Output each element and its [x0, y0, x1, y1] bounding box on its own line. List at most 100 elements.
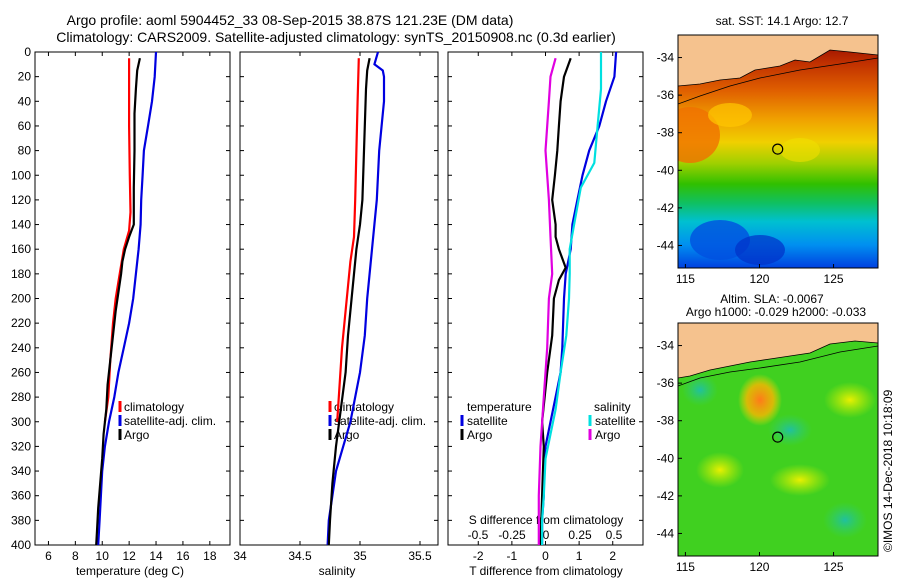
- depth-tick-label: 200: [11, 292, 31, 306]
- depth-tick-label: 380: [11, 513, 31, 527]
- depth-tick-label: 140: [11, 218, 31, 232]
- land-mass: [678, 323, 878, 379]
- sla-lat-tick-label: -34: [657, 339, 675, 353]
- sla-low-patch: [682, 374, 718, 406]
- salinity-x-tick-label: 35.5: [408, 549, 432, 563]
- salinity-series-argo: [327, 57, 371, 546]
- difference-x-tick-label: 1: [576, 549, 583, 563]
- sla-lat-tick-label: -44: [657, 526, 675, 540]
- title-line-1: Argo profile: aoml 5904452_33 08-Sep-201…: [67, 12, 514, 28]
- salinity-x-tick-label: 34: [233, 549, 247, 563]
- depth-tick-label: 360: [11, 489, 31, 503]
- salinity-x-label: salinity: [319, 564, 356, 578]
- sst-map-title: sat. SST: 14.1 Argo: 12.7: [716, 14, 849, 28]
- imos-credit: ©IMOS 14-Dec-2018 10:18:09: [881, 389, 895, 552]
- difference-legend: temperature satellite Argo salinity sate…: [460, 400, 636, 442]
- sla-lat-tick-label: -36: [657, 376, 675, 390]
- depth-tick-label: 400: [11, 538, 31, 552]
- sst-warm-patch: [678, 107, 720, 163]
- sst-lon-tick-label: 120: [749, 272, 769, 286]
- sla-lon-tick-label: 125: [824, 560, 844, 574]
- depth-tick-label: 240: [11, 341, 31, 355]
- difference-x-label: T difference from climatology: [469, 564, 623, 578]
- difference-panel: T difference from climatology S differen…: [447, 51, 644, 578]
- sla-low-patch: [823, 502, 867, 538]
- sla-lon-tick-label: 115: [676, 560, 695, 574]
- difference-x-tick-label: 2: [609, 549, 616, 563]
- s-tick-label: 0.25: [568, 528, 592, 542]
- sst-cold-patch: [735, 235, 785, 265]
- depth-tick-label: 320: [11, 439, 31, 453]
- depth-tick-label: 260: [11, 365, 31, 379]
- depth-tick-label: 60: [18, 119, 32, 133]
- temperature-x-tick-label: 6: [45, 549, 52, 563]
- depth-tick-label: 120: [11, 193, 31, 207]
- temperature-x-label: temperature (deg C): [76, 564, 184, 578]
- temperature-panel: temperature (deg C) climatology satellit…: [11, 45, 231, 578]
- sla-patch: [696, 452, 744, 488]
- depth-tick-label: 40: [18, 94, 32, 108]
- sst-warm-patch: [780, 138, 820, 162]
- sla-lat-tick-label: -40: [657, 451, 675, 465]
- sst-lat-tick-label: -44: [657, 238, 675, 252]
- temperature-x-tick-label: 12: [122, 549, 136, 563]
- depth-tick-label: 280: [11, 390, 31, 404]
- sst-lat-tick-label: -38: [657, 126, 675, 140]
- sst-map-frame: [677, 34, 879, 269]
- temperature-series-argo: [95, 57, 141, 546]
- sla-map-frame: [677, 322, 879, 557]
- title-line-2: Climatology: CARS2009. Satellite-adjuste…: [56, 29, 616, 45]
- depth-tick-label: 100: [11, 168, 31, 182]
- legend-t-satellite-label: satellite: [467, 414, 508, 428]
- legend-s-satellite-label: satellite: [595, 414, 636, 428]
- argo-location-marker: [772, 431, 784, 443]
- salinity-x-tick-label: 34.5: [288, 549, 312, 563]
- temperature-x-tick-label: 14: [149, 549, 163, 563]
- temperature-x-tick-label: 8: [72, 549, 79, 563]
- land-mass: [678, 35, 878, 87]
- legend-climatology-label: climatology: [334, 400, 394, 414]
- s-tick-label: 0.5: [606, 528, 623, 542]
- legend-t-argo-label: Argo: [467, 428, 493, 442]
- depth-tick-label: 340: [11, 464, 31, 478]
- temperature-x-tick-label: 18: [203, 549, 217, 563]
- sst-warm-patch: [708, 103, 752, 127]
- temperature-series-satellite-adj-clim-: [97, 51, 158, 546]
- difference-series-s-argo: [537, 57, 557, 545]
- bathymetry-contour: [678, 57, 878, 105]
- sla-lon-tick-label: 120: [749, 560, 769, 574]
- depth-tick-label: 300: [11, 415, 31, 429]
- salinity-series-satellite-adj-clim-: [326, 51, 386, 546]
- temperature-legend: climatology satellite-adj. clim. Argo: [118, 400, 216, 442]
- sst-lat-tick-label: -34: [657, 51, 675, 65]
- legend-climatology-label: climatology: [124, 400, 184, 414]
- s-difference-ticks: -0.5 -0.25 0 0.25 0.5: [468, 528, 623, 542]
- sst-lat-tick-label: -40: [657, 163, 675, 177]
- legend-temperature-title: temperature: [467, 400, 532, 414]
- difference-x-tick-label: -1: [507, 549, 518, 563]
- sla-lat-tick-label: -38: [657, 414, 675, 428]
- depth-tick-label: 80: [18, 144, 32, 158]
- bathymetry-contour: [678, 345, 878, 387]
- depth-tick-label: 20: [18, 70, 32, 84]
- depth-tick-label: 0: [24, 45, 31, 59]
- legend-salinity-title: salinity: [594, 400, 631, 414]
- salinity-plot-frame: [239, 51, 439, 546]
- legend-argo-label: Argo: [124, 428, 150, 442]
- sla-map-field: [678, 323, 878, 556]
- legend-satellite-label: satellite-adj. clim.: [334, 414, 426, 428]
- difference-series-s-satellite: [540, 52, 603, 545]
- sla-map-title-1: Altim. SLA: -0.0067: [720, 292, 824, 306]
- argo-location-marker: [772, 143, 784, 155]
- depth-tick-label: 220: [11, 316, 31, 330]
- salinity-x-tick-label: 35: [353, 549, 367, 563]
- temperature-x-tick-label: 10: [96, 549, 110, 563]
- s-difference-label: S difference from climatology: [469, 513, 624, 527]
- sst-lat-tick-label: -42: [657, 201, 675, 215]
- salinity-series-climatology: [336, 58, 360, 422]
- legend-s-argo-label: Argo: [595, 428, 621, 442]
- sla-patch: [770, 464, 830, 496]
- sla-low-patch: [768, 414, 812, 446]
- salinity-panel: salinity climatology satellite-adj. clim…: [233, 51, 439, 578]
